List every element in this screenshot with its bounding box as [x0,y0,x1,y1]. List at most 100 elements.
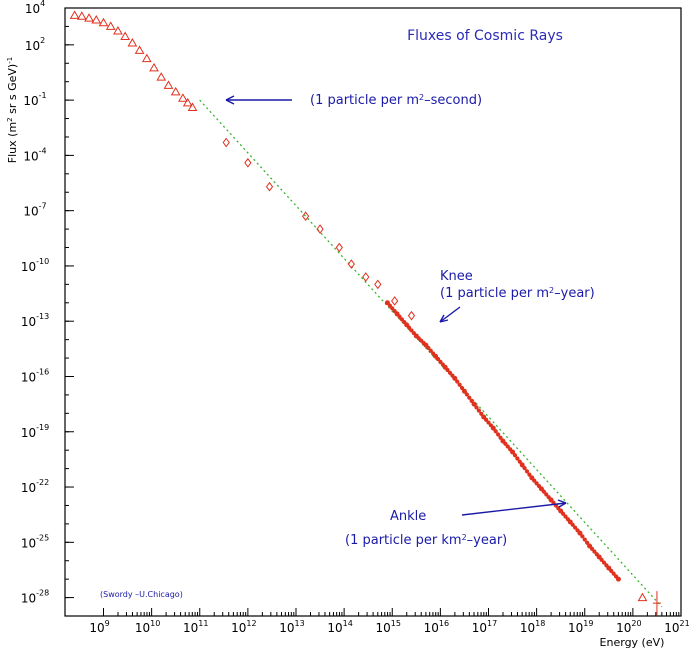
data-point [409,328,414,333]
ankle-text: (1 particle per km2–year) [345,533,507,549]
data-point [98,17,109,27]
data-point [391,296,399,306]
data-point [498,435,503,440]
data-point [156,72,167,81]
data-point [596,554,602,560]
power-law-fit-line [199,99,663,608]
data-points [69,10,661,616]
data-point [601,560,607,565]
credit-text: (Swordy –U.Chicago) [100,590,183,599]
data-point [442,364,448,370]
y-tick-label: 10-10 [21,257,49,274]
data-point [474,405,479,410]
data-point [406,325,412,330]
data-point [589,546,595,551]
data-point [455,379,460,384]
data-point [316,224,324,234]
y-tick-label: 10-16 [21,367,49,384]
annotation-m2-second-text: (1 particle per m2–second) [310,93,482,109]
data-point [503,441,508,446]
data-point [481,414,487,420]
data-point [585,540,590,545]
data-point [438,359,443,364]
y-tick-label: 10-25 [21,533,49,550]
knee-text: (1 particle per m2–year) [440,286,595,302]
data-point [464,392,469,397]
x-tick-label: 1010 [135,619,160,635]
data-point [592,549,597,554]
y-tick-label: 10-7 [23,202,46,219]
x-tick-label: 1014 [327,619,352,635]
data-point [69,10,80,19]
data-point [522,466,527,471]
data-point [563,514,568,519]
data-point [447,370,453,375]
data-point [476,408,481,413]
data-point [558,508,564,514]
y-tick-label: 10-22 [21,478,49,495]
x-tick-label: 1020 [616,619,641,635]
data-point [606,565,612,571]
data-point [163,80,174,89]
data-point [84,13,94,22]
data-point [652,591,661,616]
x-tick-label: 1018 [520,619,545,635]
data-point [387,303,392,308]
knee-label: Knee [440,269,473,284]
data-point [187,102,198,111]
data-point [534,481,539,486]
data-point [577,530,583,536]
data-point [178,93,188,102]
annotation-ankle: Ankle (1 particle per km2–year) [345,499,567,549]
data-point [423,342,429,348]
data-point [399,317,404,322]
y-axis-label: Flux (m2 sr s GeV)-1 [6,57,19,163]
data-point [397,314,402,319]
y-axis-ticks: 104 102 10-1 10-4 10-7 10-10 10-13 10-16 10-19 10… [21,0,74,617]
data-point [426,345,431,351]
data-point [222,137,230,148]
data-point [445,367,450,373]
data-point [483,417,489,422]
data-point [515,456,520,461]
x-tick-label: 109 [89,619,109,635]
data-point [637,592,648,602]
x-tick-label: 1012 [231,619,256,635]
data-point [548,497,554,503]
y-tick-label: 10-28 [21,589,49,606]
data-point [404,322,410,328]
data-point [582,537,587,542]
data-point [587,543,593,549]
data-point [529,475,535,481]
x-tick-label: 1021 [664,619,689,635]
data-point [394,311,400,317]
data-point [182,97,193,107]
data-point [91,14,102,24]
data-point [390,306,395,311]
data-point [105,21,116,30]
data-point [519,462,525,468]
data-point [471,401,477,407]
data-point [512,453,518,458]
x-tick-label: 1011 [183,619,208,635]
data-point [493,429,498,434]
data-point [76,11,87,20]
data-point [467,395,472,400]
data-point [149,62,159,72]
data-point [567,519,573,525]
data-point [113,26,123,35]
x-tick-label: 1015 [376,619,401,635]
data-point [435,356,441,362]
data-point [486,420,491,425]
data-point [570,522,575,527]
x-axis-label: Energy (eV) [600,636,665,649]
data-point [500,438,506,444]
data-point [302,211,310,222]
data-point [496,432,501,437]
data-point [244,157,252,168]
data-point [141,53,152,63]
data-point [580,534,585,539]
y-tick-label: 10-4 [23,146,46,163]
data-point [479,411,484,416]
